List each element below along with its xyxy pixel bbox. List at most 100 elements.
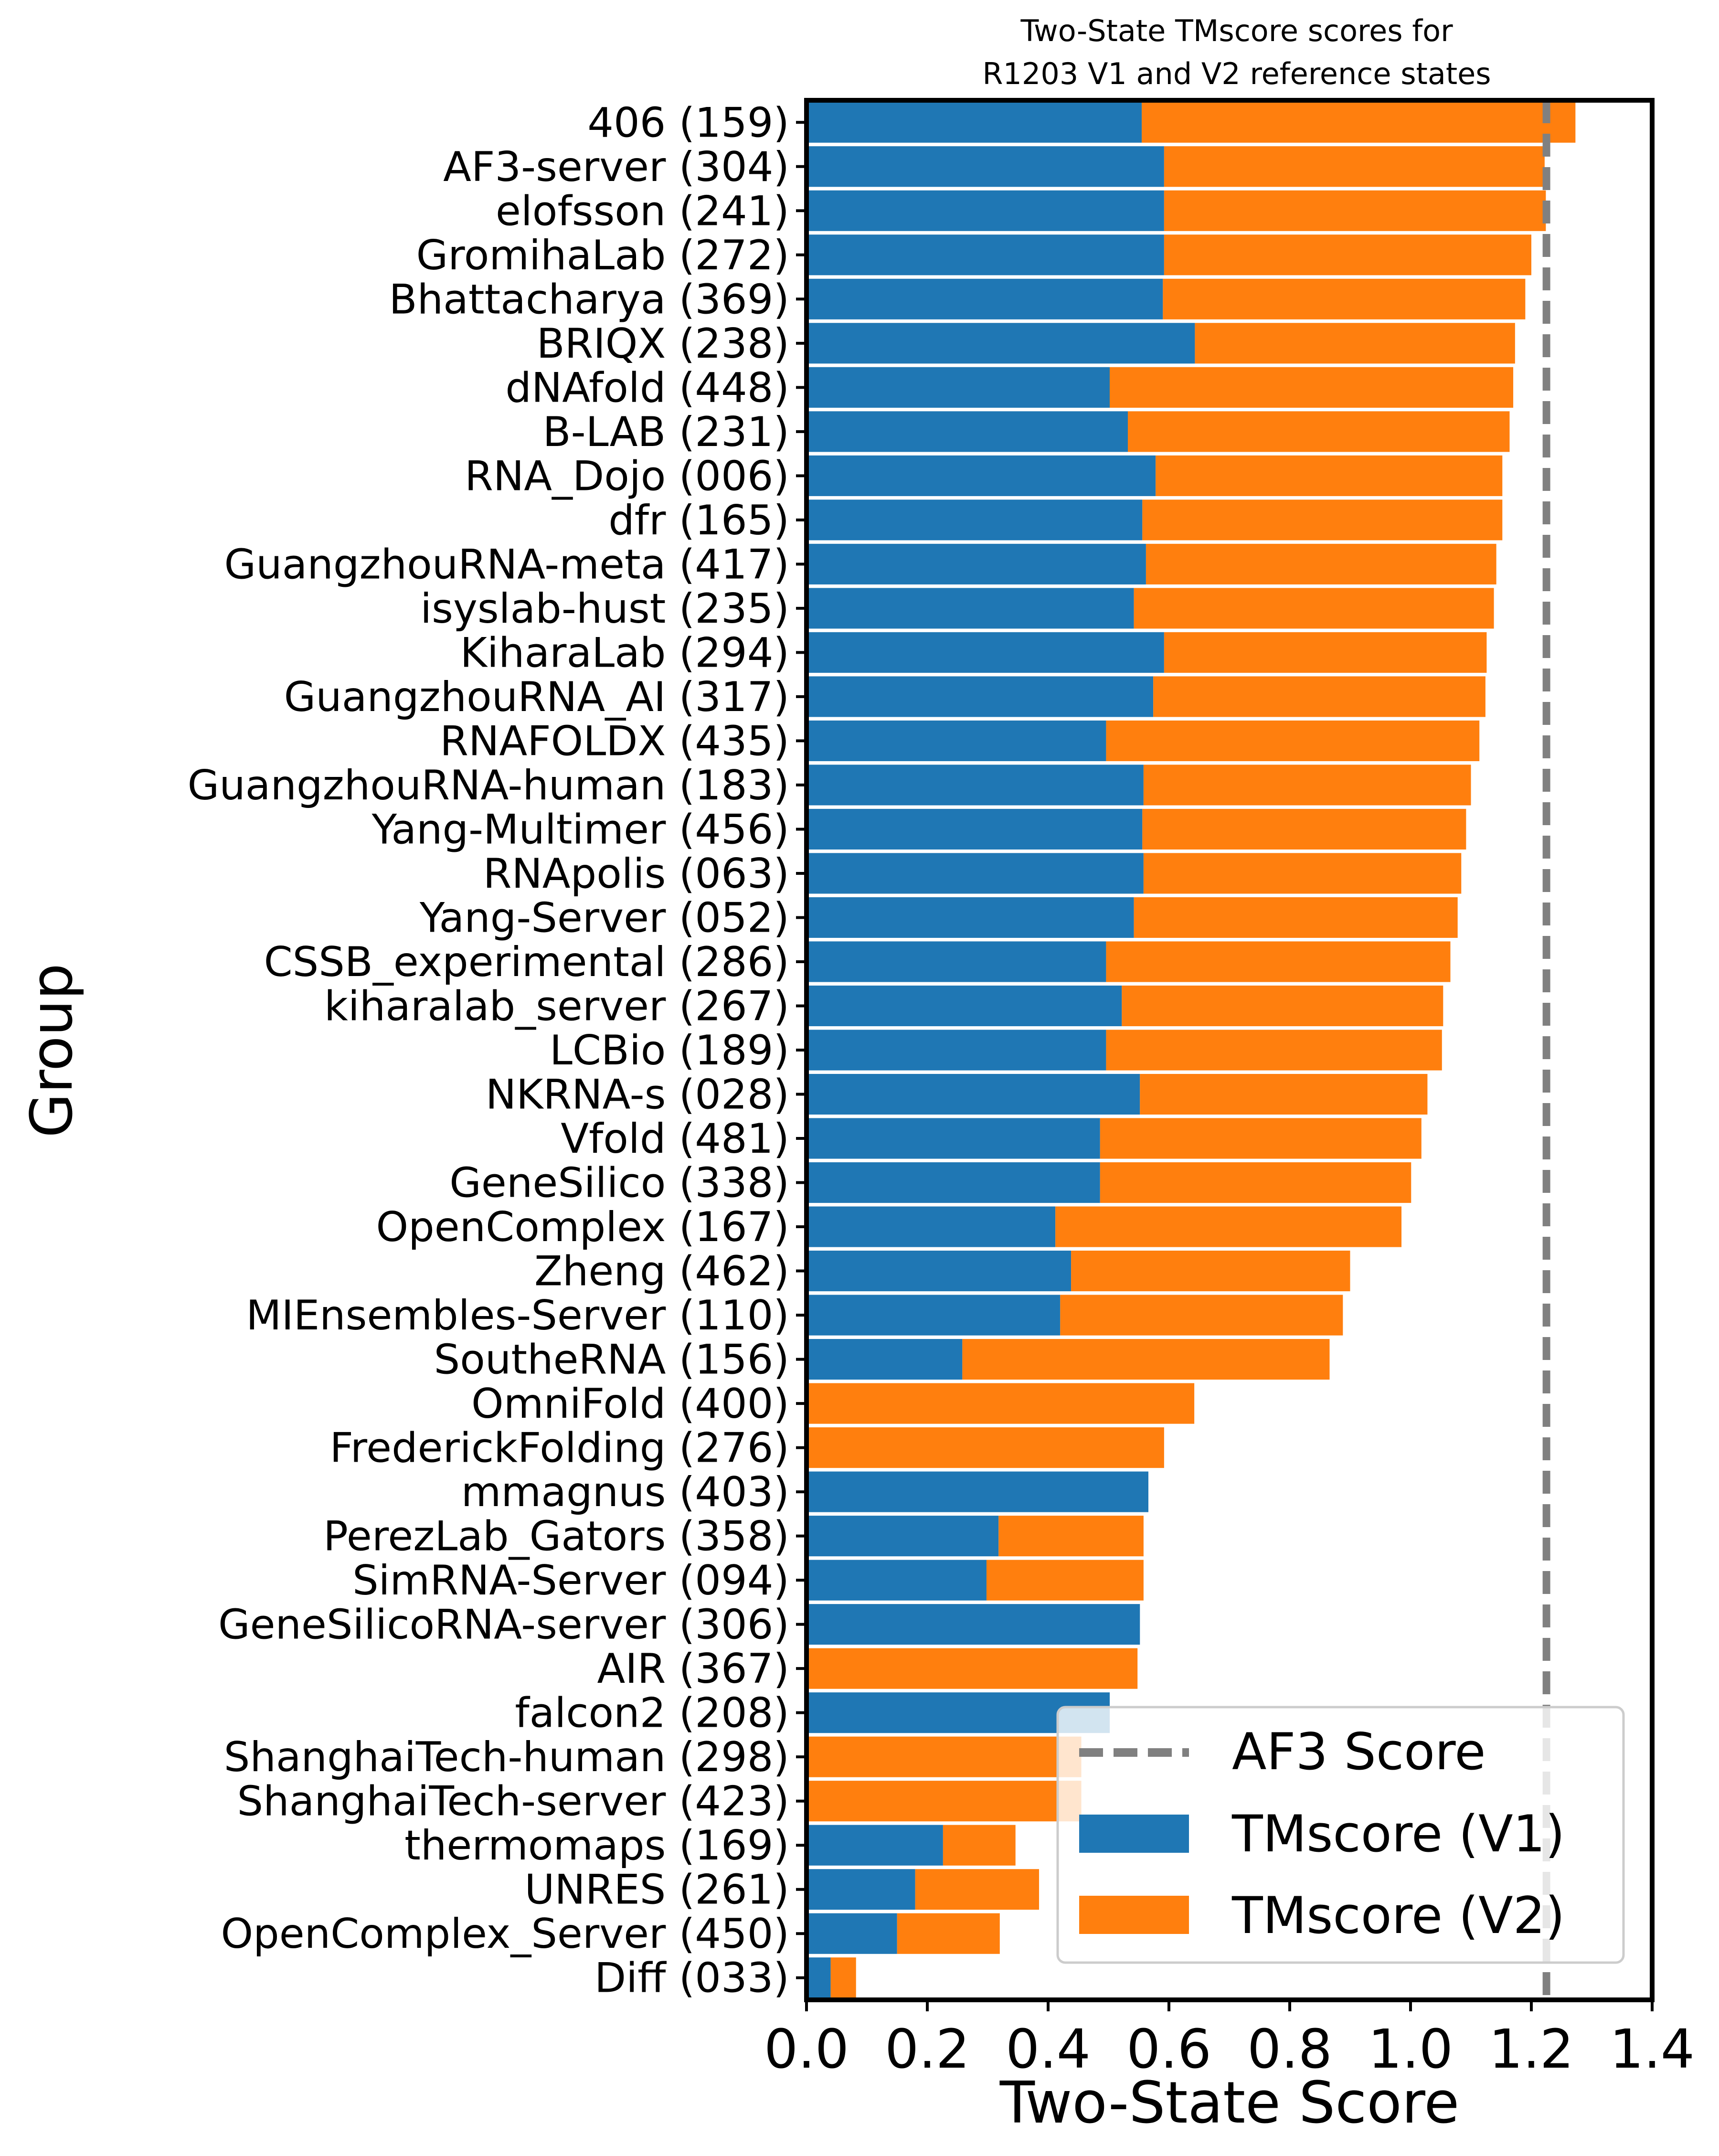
bar-v1: [806, 1162, 1100, 1203]
bar-v1: [806, 1957, 831, 1998]
y-tick-label: RNA_Dojo (006): [465, 452, 789, 500]
y-tick-label: 406 (159): [587, 99, 789, 147]
y-tick-label: Bhattacharya (369): [389, 276, 789, 323]
bar-v1: [806, 367, 1110, 408]
bar-v1: [806, 1295, 1061, 1336]
y-tick-label: GeneSilico (338): [449, 1159, 789, 1207]
bar-v1: [806, 1516, 999, 1557]
legend: AF3 Score TMscore (V1) TMscore (V2): [1056, 1706, 1625, 1964]
legend-box: [1056, 1706, 1625, 1964]
y-tick-label: falcon2 (208): [515, 1689, 789, 1737]
bar-v2: [1142, 499, 1503, 541]
y-tick-label: ShanghaiTech-human (298): [224, 1733, 789, 1781]
y-tick-label: NKRNA-s (028): [486, 1071, 789, 1119]
bar-v2: [1142, 808, 1466, 850]
y-tick-label: RNAFOLDX (435): [440, 717, 789, 765]
bar-v2: [1143, 853, 1462, 894]
y-tick-label: mmagnus (403): [461, 1468, 789, 1516]
y-tick-label: B-LAB (231): [543, 408, 789, 456]
x-axis: 0.0 0.2 0.4 0.6 0.8 1.0 1.2 1.4: [764, 2000, 1695, 2081]
bar-v2: [1110, 367, 1514, 408]
bar-v2: [943, 1825, 1016, 1866]
bar-v2: [1100, 1162, 1411, 1203]
bars-layer: [806, 102, 1576, 1998]
legend-v1-swatch: [1079, 1815, 1189, 1853]
y-tick-label: OmniFold (400): [471, 1380, 789, 1428]
y-tick-label: dfr (165): [608, 497, 789, 544]
bar-v2: [806, 1383, 1195, 1424]
bar-v1: [806, 102, 1142, 143]
bar-v1: [806, 455, 1156, 496]
bar-v2: [998, 1516, 1144, 1557]
y-tick-label: Vfold (481): [561, 1115, 789, 1163]
plot-frame: [804, 98, 1655, 2002]
bar-v1: [806, 323, 1195, 364]
bar-v1: [806, 146, 1164, 187]
y-tick-label: UNRES (261): [524, 1866, 789, 1914]
bar-v2: [1164, 190, 1546, 231]
y-tick-label: LCBio (189): [550, 1027, 789, 1074]
bar-v2: [1140, 1073, 1428, 1115]
bar-v1: [806, 676, 1154, 717]
x-tick-label: 0.6: [1126, 2018, 1211, 2081]
y-tick-label: AIR (367): [597, 1645, 789, 1693]
chart-title-line1: Two-State TMscore scores for: [1020, 13, 1453, 48]
bar-v1: [806, 1560, 987, 1601]
y-tick-label: Yang-Server (052): [419, 894, 789, 942]
bar-v2: [1071, 1251, 1350, 1292]
bar-v2: [1106, 941, 1451, 982]
bar-v2: [806, 1427, 1164, 1468]
x-tick-label: 0.4: [1006, 2018, 1091, 2081]
bar-v1: [806, 941, 1106, 982]
bar-v1: [806, 499, 1143, 541]
bar-v2: [1122, 985, 1443, 1027]
x-axis-label: Two-State Score: [999, 2070, 1459, 2136]
bar-v2: [1164, 234, 1531, 276]
legend-v2-swatch: [1079, 1896, 1189, 1934]
bar-v1: [806, 1604, 1140, 1645]
bar-v1: [806, 1073, 1140, 1115]
y-tick-label: dNAfold (448): [505, 364, 789, 412]
bar-v1: [806, 588, 1134, 629]
y-tick-label: Diff (033): [594, 1954, 789, 2002]
y-tick-label: FrederickFolding (276): [329, 1424, 789, 1472]
bar-v2: [897, 1913, 1000, 1954]
bar-v1: [806, 1030, 1106, 1071]
y-tick-label: thermomaps (169): [404, 1822, 789, 1869]
bar-v1: [806, 543, 1146, 584]
y-tick-label: CSSB_experimental (286): [264, 938, 789, 986]
bar-v2: [806, 1648, 1138, 1689]
y-tick-label: GeneSilicoRNA-server (306): [218, 1601, 789, 1649]
y-tick-label: Yang-Multimer (456): [371, 806, 789, 853]
legend-af3-label: AF3 Score: [1232, 1722, 1486, 1781]
y-axis-label: Group: [19, 963, 85, 1137]
y-tick-label: GuangzhouRNA-meta (417): [224, 541, 789, 588]
y-tick-label: KiharaLab (294): [460, 629, 789, 677]
y-tick-label: GuangzhouRNA_AI (317): [284, 673, 789, 721]
bar-v2: [1127, 411, 1510, 452]
bar-v2: [1106, 1030, 1442, 1071]
bar-v1: [806, 897, 1134, 938]
bar-v1: [806, 1118, 1100, 1159]
y-tick-label: MIEnsembles-Server (110): [246, 1292, 789, 1339]
bar-v2: [806, 1736, 1082, 1777]
y-tick-label: SoutheRNA (156): [434, 1336, 789, 1384]
x-tick-label: 1.4: [1610, 2018, 1695, 2081]
x-tick-label: 1.0: [1368, 2018, 1453, 2081]
bar-v1: [806, 234, 1164, 276]
bar-v1: [806, 632, 1164, 673]
bar-v1: [806, 190, 1164, 231]
bar-v1: [806, 1825, 943, 1866]
bar-v2: [830, 1957, 856, 1998]
bar-v1: [806, 808, 1143, 850]
x-tick-label: 0.8: [1247, 2018, 1332, 2081]
legend-v1-label: TMscore (V1): [1231, 1805, 1565, 1863]
bar-v2: [1134, 897, 1458, 938]
y-tick-label: GromihaLab (272): [416, 232, 789, 279]
x-tick-label: 0.0: [764, 2018, 849, 2081]
bar-v2: [1146, 543, 1496, 584]
y-tick-label: OpenComplex (167): [376, 1203, 789, 1251]
legend-v2-label: TMscore (V2): [1231, 1886, 1565, 1945]
y-tick-label: ShanghaiTech-server (423): [237, 1778, 789, 1826]
